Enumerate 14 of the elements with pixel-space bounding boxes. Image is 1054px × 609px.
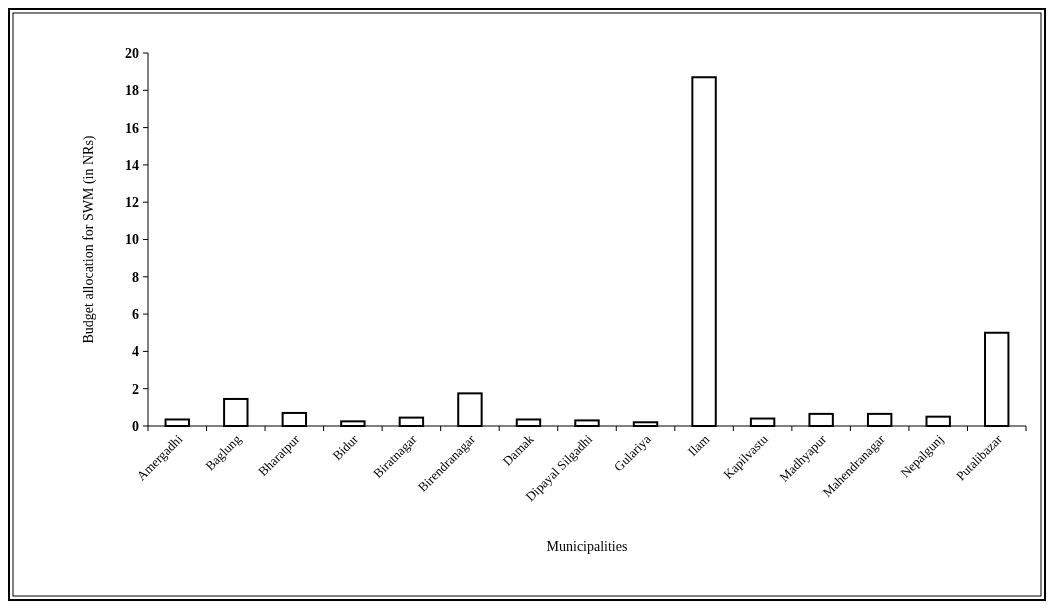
- y-tick-label: 16: [125, 120, 139, 136]
- x-tick-label: Ilam: [684, 431, 713, 459]
- y-tick-label: 2: [132, 381, 139, 397]
- y-tick-label: 18: [125, 83, 139, 99]
- x-axis-title: Municipalities: [546, 539, 628, 554]
- y-tick-label: 20: [125, 45, 139, 61]
- y-tick-label: 6: [132, 307, 139, 322]
- y-axis-title: Budget allocation for SWM (in NRs): [81, 135, 97, 344]
- y-tick-label: 0: [132, 418, 139, 434]
- y-tick-label: 14: [125, 157, 139, 173]
- y-tick-label: 12: [125, 195, 139, 211]
- y-tick-label: 10: [125, 232, 139, 248]
- y-tick-label: 8: [132, 269, 139, 285]
- y-tick-label: 4: [132, 344, 139, 360]
